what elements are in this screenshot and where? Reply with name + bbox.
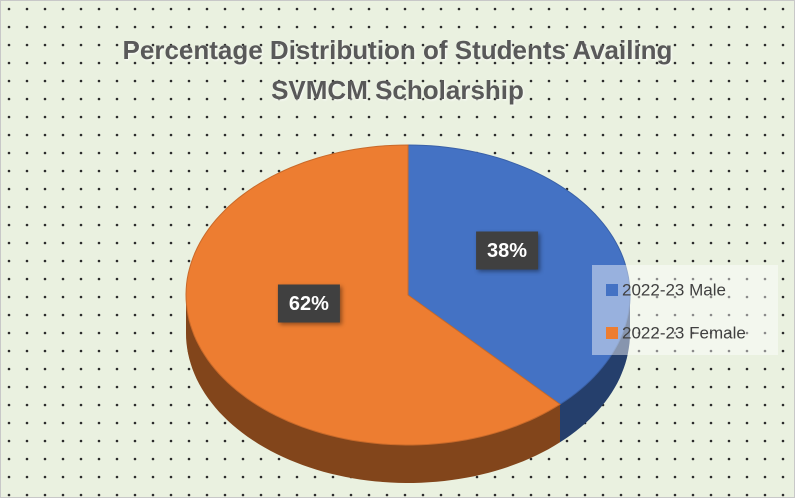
legend-box xyxy=(592,265,778,355)
chart-title: Percentage Distribution of Students Avai… xyxy=(122,35,673,105)
pie: 38% 62% xyxy=(185,144,631,483)
legend-label: 2022-23 Male xyxy=(622,280,726,299)
legend-swatch xyxy=(606,327,618,339)
data-label-box xyxy=(277,284,340,323)
data-label: 62% xyxy=(289,293,329,315)
legend-label: 2022-23 Female xyxy=(622,323,746,342)
legend: 2022-23 Male 2022-23 Female xyxy=(592,265,778,355)
slice xyxy=(407,144,631,405)
slice-side xyxy=(560,295,630,443)
data-label: 38% xyxy=(487,240,527,262)
legend-swatch xyxy=(606,284,618,296)
slice xyxy=(185,144,561,446)
data-label-box xyxy=(476,231,539,270)
slice-side xyxy=(186,295,560,483)
